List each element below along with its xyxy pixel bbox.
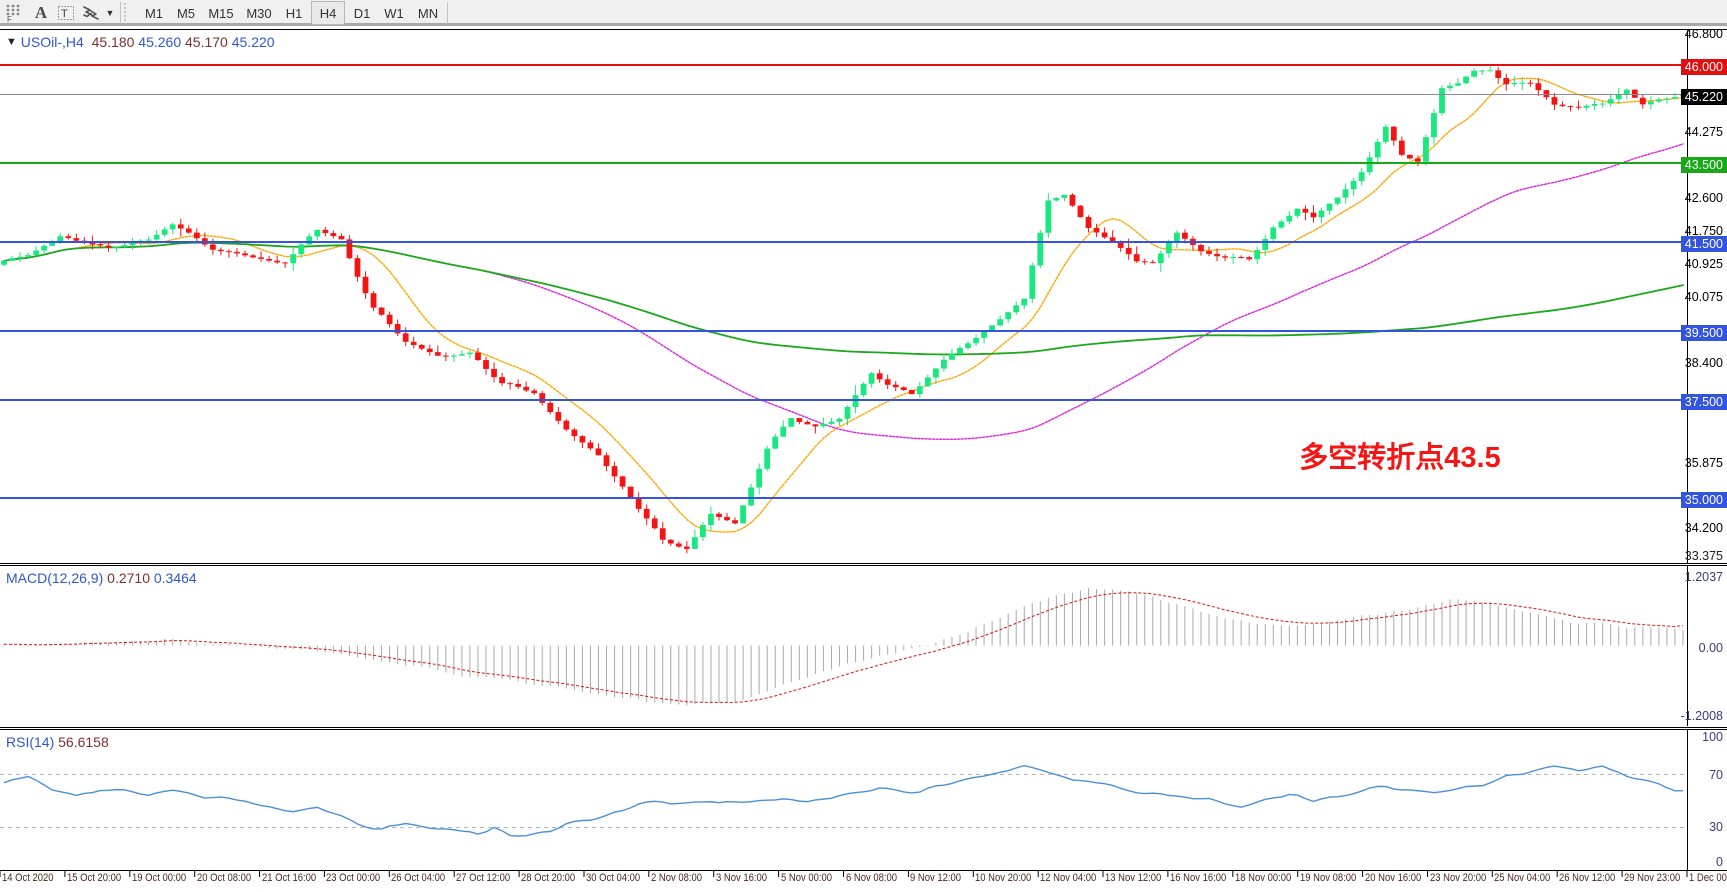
svg-text:T: T [61,8,68,20]
svg-text:F: F [7,15,12,22]
